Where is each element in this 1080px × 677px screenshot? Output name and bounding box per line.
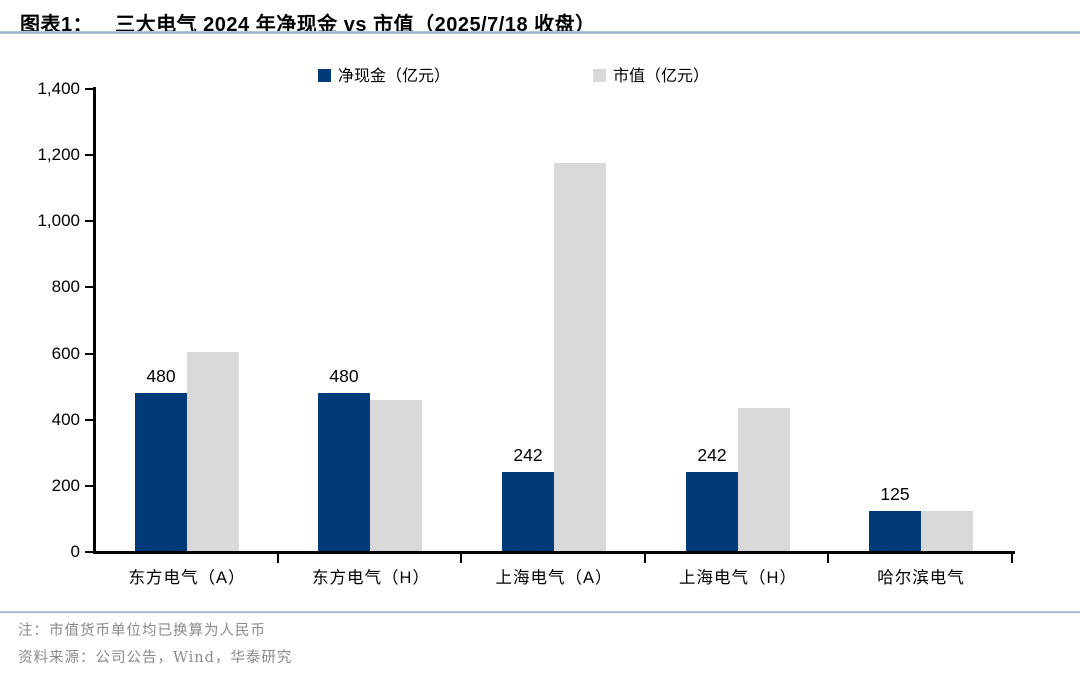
- x-tick: [1011, 554, 1013, 563]
- bar-value-label: 125: [880, 484, 910, 504]
- market-cap-bar: [187, 352, 239, 552]
- y-axis-label: 200: [51, 476, 80, 495]
- x-axis-category-label: 上海电气（H）: [679, 569, 797, 587]
- bar-value-label: 480: [146, 366, 176, 386]
- x-axis-line: [93, 551, 1015, 554]
- legend-swatch: [318, 69, 331, 82]
- x-tick: [277, 554, 279, 563]
- net-cash-bar: [869, 511, 921, 552]
- net-cash-bar: [686, 472, 738, 552]
- y-axis-label: 0: [70, 542, 80, 561]
- y-tick: [85, 88, 95, 90]
- figure-label: 图表1：: [20, 14, 94, 36]
- bar-value-label: 242: [513, 445, 543, 465]
- y-tick: [85, 485, 95, 487]
- y-tick: [85, 551, 95, 553]
- y-tick: [85, 220, 95, 222]
- chart-note: 注：市值货币单位均已换算为人民币: [18, 623, 266, 639]
- y-axis-label: 1,200: [37, 145, 80, 164]
- x-tick: [827, 554, 829, 563]
- x-tick: [460, 554, 462, 563]
- legend-label: 净现金（亿元）: [338, 68, 451, 85]
- bar-value-label: 242: [697, 445, 727, 465]
- x-tick: [644, 554, 646, 563]
- market-cap-bar: [554, 163, 606, 552]
- chart-source: 资料来源：公司公告，Wind，华泰研究: [18, 650, 293, 666]
- y-tick: [85, 419, 95, 421]
- y-axis-label: 1,000: [37, 211, 80, 230]
- market-cap-bar: [738, 408, 790, 552]
- net-cash-bar: [318, 393, 370, 552]
- title-divider: [0, 31, 1080, 34]
- y-tick: [85, 154, 95, 156]
- y-axis-label: 1,400: [37, 79, 80, 98]
- figure-title: 三大电气 2024 年净现金 vs 市值（2025/7/18 收盘）: [115, 14, 596, 36]
- legend-item: 净现金（亿元）: [318, 62, 450, 86]
- legend-label: 市值（亿元）: [613, 68, 710, 85]
- y-tick: [85, 353, 95, 355]
- x-axis-category-label: 东方电气（A）: [128, 569, 246, 587]
- net-cash-bar: [135, 393, 187, 552]
- x-axis-category-label: 哈尔滨电气: [877, 569, 965, 587]
- bar-value-label: 480: [329, 366, 359, 386]
- x-axis-category-label: 东方电气（H）: [312, 569, 430, 587]
- market-cap-bar: [921, 511, 973, 552]
- y-axis-label: 400: [51, 410, 80, 429]
- net-cash-bar: [502, 472, 554, 552]
- y-axis-label: 600: [51, 344, 80, 363]
- footer-divider: [0, 611, 1080, 613]
- y-axis-line: [93, 87, 96, 554]
- x-axis-category-label: 上海电气（A）: [495, 569, 613, 587]
- legend-item: 市值（亿元）: [593, 62, 709, 86]
- market-cap-bar: [370, 400, 422, 552]
- y-tick: [85, 286, 95, 288]
- figure-title-row: 图表1： 三大电气 2024 年净现金 vs 市值（2025/7/18 收盘）: [20, 8, 596, 37]
- y-axis-label: 800: [51, 277, 80, 296]
- legend-swatch: [593, 69, 606, 82]
